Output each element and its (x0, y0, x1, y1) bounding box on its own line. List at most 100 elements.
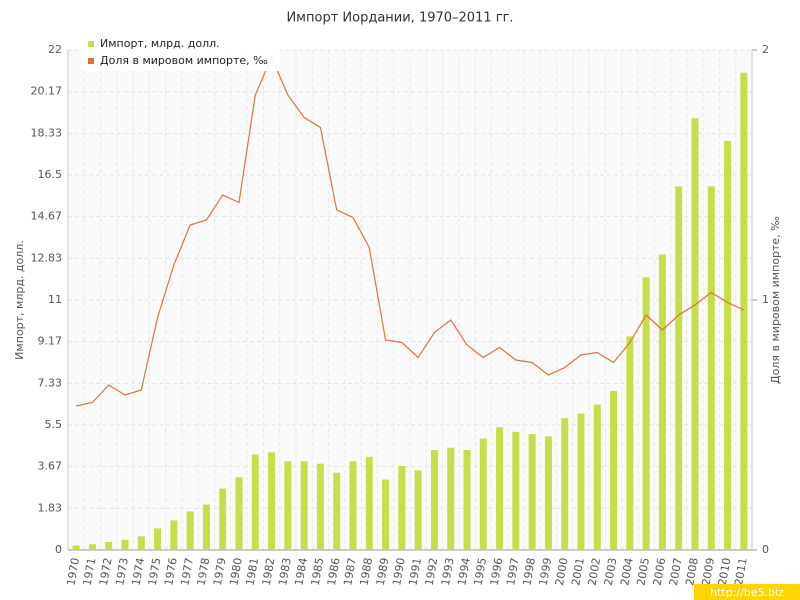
x-tick-label: 1980 (227, 557, 245, 587)
x-tick-label: 1973 (113, 557, 131, 587)
y-tick-label: 1.83 (38, 501, 63, 514)
bar (496, 427, 504, 550)
y-tick-label: 22 (48, 43, 62, 56)
x-tick-label: 2004 (618, 557, 636, 587)
y-axis-title: Импорт, млрд. долл. (13, 240, 26, 360)
y-tick-label: 11 (48, 293, 62, 306)
bar (235, 477, 243, 550)
x-tick-label: 1994 (455, 557, 473, 587)
x-tick-label: 1997 (504, 557, 522, 587)
x-tick-label: 1978 (195, 557, 213, 587)
bar (365, 456, 373, 550)
x-tick-label: 2002 (586, 557, 604, 587)
bar (724, 140, 732, 550)
x-tick-label: 1985 (309, 557, 327, 587)
bar (707, 186, 715, 550)
y2-axis-title: Доля в мировом импорте, ‰ (769, 216, 782, 384)
x-tick-label: 1983 (276, 557, 294, 587)
x-tick-label: 2006 (651, 557, 669, 587)
bar (577, 413, 585, 550)
x-tick-label: 2003 (602, 557, 620, 587)
bar (300, 461, 308, 550)
bar (642, 277, 650, 550)
bar (430, 450, 438, 550)
y-tick-label: 14.67 (31, 210, 63, 223)
bar (154, 528, 162, 550)
bar (284, 461, 292, 550)
bar (512, 431, 520, 550)
bar (105, 542, 113, 550)
x-tick-label: 1990 (390, 557, 408, 587)
y-tick-label: 16.5 (38, 168, 63, 181)
x-tick-label: 1988 (358, 557, 376, 587)
y2-tick-label: 0 (762, 543, 769, 556)
y-tick-label: 18.33 (31, 126, 63, 139)
legend-label: Доля в мировом импорте, ‰ (100, 54, 268, 67)
legend-label: Импорт, млрд. долл. (100, 37, 220, 50)
bar (316, 463, 324, 550)
x-tick-label: 2008 (683, 557, 701, 587)
x-tick-label: 2007 (667, 557, 685, 587)
bar (528, 434, 536, 550)
y-tick-label: 0 (55, 543, 62, 556)
x-tick-label: 1998 (520, 557, 538, 587)
y-tick-label: 9.17 (38, 335, 63, 348)
y-tick-label: 5.5 (45, 418, 63, 431)
bar (349, 461, 357, 550)
x-tick-label: 1999 (537, 557, 555, 587)
y2-tick-label: 1 (762, 293, 769, 306)
bar (479, 438, 487, 550)
bar (382, 479, 390, 550)
y-tick-label: 3.67 (38, 460, 63, 473)
x-tick-label: 1981 (244, 557, 262, 587)
bar (170, 520, 178, 550)
x-tick-label: 1984 (292, 557, 310, 587)
x-tick-label: 1977 (178, 557, 196, 587)
bar (658, 254, 666, 550)
x-tick-label: 2009 (700, 557, 718, 587)
bar (414, 470, 422, 550)
x-tick-label: 2000 (553, 557, 571, 587)
x-tick-label: 2001 (569, 557, 587, 587)
bar (333, 472, 341, 550)
bar (72, 545, 80, 550)
x-tick-label: 1987 (341, 557, 359, 587)
x-tick-label: 2005 (634, 557, 652, 587)
legend-marker (88, 58, 94, 64)
bar (398, 465, 406, 550)
x-tick-label: 1979 (211, 557, 229, 587)
bar (137, 536, 145, 550)
bar (268, 452, 276, 550)
bar (121, 539, 129, 550)
y2-tick-label: 2 (762, 43, 769, 56)
bar (447, 447, 455, 550)
watermark-box (694, 584, 800, 600)
bar (626, 336, 634, 550)
legend-marker (88, 41, 94, 47)
bar (740, 72, 748, 551)
x-tick-label: 1972 (97, 557, 115, 587)
y-tick-label: 12.83 (31, 251, 63, 264)
x-tick-label: 1970 (64, 557, 82, 587)
x-tick-label: 1974 (130, 557, 148, 587)
bar (88, 544, 96, 550)
x-tick-label: 1996 (488, 557, 506, 587)
bar (593, 404, 601, 550)
x-tick-label: 1991 (406, 557, 424, 587)
x-tick-label: 1989 (374, 557, 392, 587)
x-tick-label: 2011 (732, 557, 750, 587)
x-tick-label: 1975 (146, 557, 164, 587)
x-tick-label: 2010 (716, 557, 734, 587)
y-tick-label: 7.33 (38, 376, 63, 389)
bar (463, 450, 471, 550)
x-tick-label: 1993 (439, 557, 457, 587)
legend-box (82, 35, 280, 71)
x-tick-label: 1992 (423, 557, 441, 587)
x-tick-label: 1976 (162, 557, 180, 587)
y-tick-label: 20.17 (31, 85, 63, 98)
x-tick-label: 1995 (472, 557, 490, 587)
x-tick-label: 1982 (260, 557, 278, 587)
bar (251, 454, 259, 550)
